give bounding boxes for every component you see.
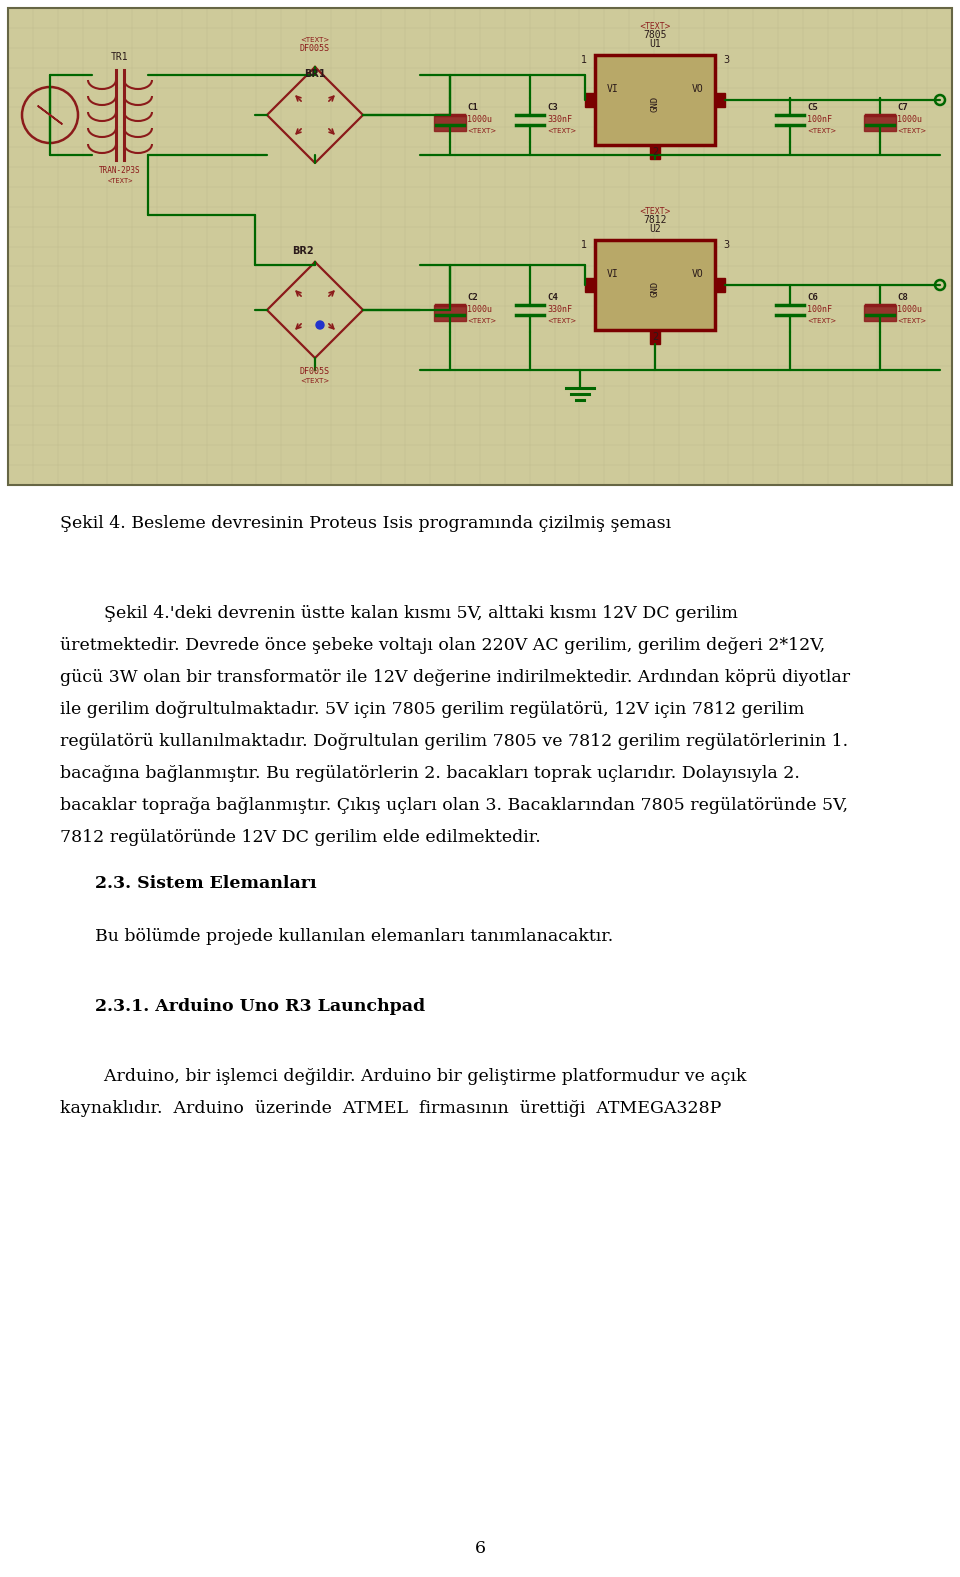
Text: C3: C3 bbox=[547, 103, 558, 112]
Text: 1000u: 1000u bbox=[897, 304, 922, 314]
Text: 3: 3 bbox=[723, 240, 730, 251]
Bar bbox=[585, 278, 595, 292]
Circle shape bbox=[316, 322, 324, 330]
Bar bbox=[434, 115, 466, 131]
Text: 1000u: 1000u bbox=[467, 115, 492, 125]
Text: VO: VO bbox=[691, 84, 703, 95]
Bar bbox=[8, 8, 952, 486]
Text: VI: VI bbox=[607, 270, 619, 279]
Text: 2: 2 bbox=[652, 333, 659, 342]
Text: BR1: BR1 bbox=[304, 69, 325, 79]
Text: <TEXT>: <TEXT> bbox=[639, 22, 671, 32]
Text: <TEXT>: <TEXT> bbox=[807, 128, 836, 134]
Bar bbox=[650, 145, 660, 159]
Text: <TEXT>: <TEXT> bbox=[897, 128, 926, 134]
Text: TR1: TR1 bbox=[111, 52, 129, 62]
Text: C7: C7 bbox=[897, 103, 908, 112]
Text: TRAN-2P3S: TRAN-2P3S bbox=[99, 166, 141, 175]
Bar bbox=[434, 304, 466, 322]
Text: 1: 1 bbox=[581, 240, 587, 251]
Text: 6: 6 bbox=[474, 1541, 486, 1556]
Text: kaynaklıdır.  Arduino  üzerinde  ATMEL  firmasının  ürettiği  ATMEGA328P: kaynaklıdır. Arduino üzerinde ATMEL firm… bbox=[60, 1101, 721, 1117]
Text: gücü 3W olan bir transformatör ile 12V değerine indirilmektedir. Ardından köprü : gücü 3W olan bir transformatör ile 12V d… bbox=[60, 669, 851, 686]
Bar bbox=[864, 304, 896, 322]
Text: <TEXT>: <TEXT> bbox=[467, 128, 496, 134]
Text: 2.3. Sistem Elemanları: 2.3. Sistem Elemanları bbox=[95, 875, 317, 893]
Text: 1: 1 bbox=[581, 55, 587, 65]
Text: bacaklar toprağa bağlanmıştır. Çıkış uçları olan 3. Bacaklarından 7805 regülatör: bacaklar toprağa bağlanmıştır. Çıkış uçl… bbox=[60, 796, 848, 814]
Text: Arduino, bir işlemci değildir. Arduino bir geliştirme platformudur ve açık: Arduino, bir işlemci değildir. Arduino b… bbox=[60, 1068, 747, 1085]
Text: <TEXT>: <TEXT> bbox=[467, 319, 496, 323]
Text: <TEXT>: <TEXT> bbox=[300, 36, 329, 43]
Text: 1000u: 1000u bbox=[897, 115, 922, 125]
Text: 1000u: 1000u bbox=[467, 304, 492, 314]
Text: GND: GND bbox=[651, 96, 660, 112]
Text: <TEXT>: <TEXT> bbox=[108, 178, 132, 185]
Text: C8: C8 bbox=[897, 293, 908, 303]
Text: <TEXT>: <TEXT> bbox=[639, 207, 671, 216]
Bar bbox=[585, 93, 595, 107]
Text: U2: U2 bbox=[649, 224, 660, 233]
Text: U1: U1 bbox=[649, 39, 660, 49]
Text: <TEXT>: <TEXT> bbox=[897, 319, 926, 323]
Text: C6: C6 bbox=[807, 293, 818, 303]
Text: GND: GND bbox=[651, 281, 660, 296]
Text: üretmektedir. Devrede önce şebeke voltajı olan 220V AC gerilim, gerilim değeri 2: üretmektedir. Devrede önce şebeke voltaj… bbox=[60, 637, 826, 654]
Text: <TEXT>: <TEXT> bbox=[807, 319, 836, 323]
Text: 2.3.1. Arduino Uno R3 Launchpad: 2.3.1. Arduino Uno R3 Launchpad bbox=[95, 998, 425, 1016]
Bar bbox=[650, 330, 660, 344]
Text: 100nF: 100nF bbox=[807, 304, 832, 314]
Text: C2: C2 bbox=[467, 293, 478, 303]
Text: 3: 3 bbox=[723, 55, 730, 65]
Text: C5: C5 bbox=[807, 103, 818, 112]
Text: VI: VI bbox=[607, 84, 619, 95]
Text: 7812 regülatöründe 12V DC gerilim elde edilmektedir.: 7812 regülatöründe 12V DC gerilim elde e… bbox=[60, 830, 540, 845]
Text: bacağına bağlanmıştır. Bu regülatörlerin 2. bacakları toprak uçlarıdır. Dolayısı: bacağına bağlanmıştır. Bu regülatörlerin… bbox=[60, 765, 800, 782]
Text: Şekil 4.'deki devrenin üstte kalan kısmı 5V, alttaki kısmı 12V DC gerilim: Şekil 4.'deki devrenin üstte kalan kısmı… bbox=[60, 606, 738, 621]
Bar bbox=[864, 115, 896, 131]
Text: BR2: BR2 bbox=[292, 246, 314, 255]
Text: Şekil 4. Besleme devresinin Proteus Isis programında çizilmiş şeması: Şekil 4. Besleme devresinin Proteus Isis… bbox=[60, 516, 671, 531]
Text: 330nF: 330nF bbox=[547, 304, 572, 314]
Bar bbox=[595, 55, 715, 145]
Text: <TEXT>: <TEXT> bbox=[300, 378, 329, 385]
Bar bbox=[715, 93, 725, 107]
Text: 7805: 7805 bbox=[643, 30, 667, 39]
Text: Bu bölümde projede kullanılan elemanları tanımlanacaktır.: Bu bölümde projede kullanılan elemanları… bbox=[95, 927, 613, 945]
Text: VO: VO bbox=[691, 270, 703, 279]
Text: 2: 2 bbox=[652, 147, 659, 158]
Text: regülatörü kullanılmaktadır. Doğrultulan gerilim 7805 ve 7812 gerilim regülatörl: regülatörü kullanılmaktadır. Doğrultulan… bbox=[60, 733, 848, 751]
Text: 7812: 7812 bbox=[643, 214, 667, 226]
Bar bbox=[715, 278, 725, 292]
Text: DF005S: DF005S bbox=[300, 44, 330, 54]
Text: 330nF: 330nF bbox=[547, 115, 572, 125]
Text: ile gerilim doğrultulmaktadır. 5V için 7805 gerilim regülatörü, 12V için 7812 ge: ile gerilim doğrultulmaktadır. 5V için 7… bbox=[60, 702, 804, 718]
Text: <TEXT>: <TEXT> bbox=[547, 319, 576, 323]
Text: DF005S: DF005S bbox=[300, 367, 330, 375]
Bar bbox=[595, 240, 715, 330]
Text: 100nF: 100nF bbox=[807, 115, 832, 125]
Text: <TEXT>: <TEXT> bbox=[547, 128, 576, 134]
Text: C4: C4 bbox=[547, 293, 558, 303]
Bar bbox=[8, 8, 952, 486]
Text: C1: C1 bbox=[467, 103, 478, 112]
